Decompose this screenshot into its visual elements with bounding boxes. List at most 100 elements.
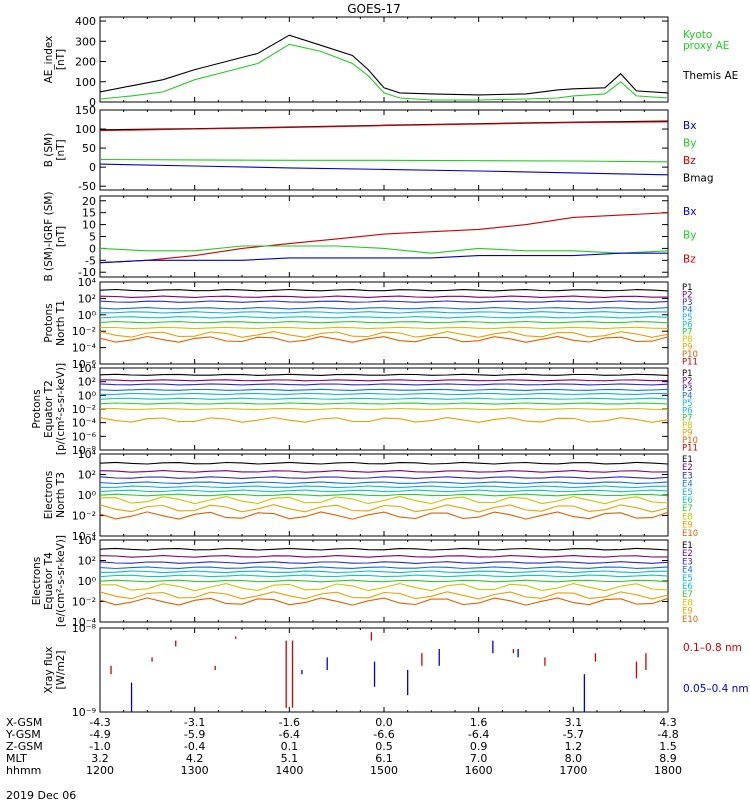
tick-value: -3.1 (184, 716, 205, 729)
legend-label: P4 (682, 391, 693, 401)
legend-label: E9 (682, 521, 693, 531)
legend-label: P9 (682, 429, 693, 439)
legend-label: P10 (682, 436, 698, 446)
row-label: X-GSM (6, 716, 42, 729)
legend-label: P6 (682, 406, 693, 416)
channel-line (99, 597, 669, 606)
tick-value: 3.2 (91, 752, 109, 765)
y-tick-label: 400 (75, 15, 96, 28)
legend-label: P3 (682, 384, 693, 394)
channel-line (99, 392, 668, 396)
y-axis-label: [p/(cm²-s-sr-keV)] (55, 363, 67, 455)
channel-line (99, 481, 669, 485)
channel-line (99, 316, 669, 319)
legend-label: P5 (682, 399, 693, 409)
legend-label: 0.1–0.8 nm (683, 642, 742, 654)
y-tick-label: 10⁻⁶ (72, 430, 97, 443)
y-tick-label: 10⁻² (72, 403, 96, 416)
legend-label: E5 (682, 574, 693, 584)
y-tick-label: 10⁰ (78, 309, 97, 322)
y-tick-label: 10⁻² (72, 510, 96, 523)
y-tick-label: 0 (89, 242, 96, 255)
tick-value: 1600 (465, 764, 493, 777)
row-label: hhmm (6, 764, 41, 777)
tick-value: 1800 (654, 764, 682, 777)
legend-label: P1 (682, 283, 693, 293)
legend-label: Themis AE (682, 70, 738, 82)
legend-label: E3 (682, 557, 693, 567)
tick-value: -0.4 (184, 740, 205, 753)
y-tick-label: 10² (78, 469, 96, 482)
series-line-by (99, 158, 669, 163)
channel-line (99, 300, 669, 303)
series-line-bz (99, 212, 669, 264)
legend-label: E10 (682, 529, 698, 539)
tick-value: 1400 (275, 764, 303, 777)
legend-label: P4 (682, 305, 693, 315)
tick-value: 1.2 (565, 740, 583, 753)
legend-label: Bmag (683, 173, 714, 185)
tick-value: -1.6 (279, 716, 300, 729)
y-tick-label: 10² (78, 292, 96, 305)
channel-line (99, 461, 669, 465)
y-tick-label: 10⁴ (78, 448, 97, 461)
legend-label: P2 (682, 290, 693, 300)
tick-value: -5.7 (563, 728, 584, 741)
legend-label: By (683, 138, 696, 150)
legend-label: P1 (682, 369, 693, 379)
x-axis-table: X-GSM -4.3 -3.1 -1.6 0.0 1.6 3.1 4.3 Y-GSM -4.9 -5… (5, 716, 682, 777)
legend-label: P9 (682, 343, 693, 353)
y-tick-label: 10⁴ (78, 534, 97, 547)
channel-line (99, 493, 669, 497)
legend-label: P11 (682, 444, 698, 454)
channel-line (99, 511, 669, 520)
date-label: 2019 Dec 06 (6, 789, 76, 800)
channel-line (99, 504, 669, 513)
y-tick-label: 200 (75, 56, 96, 69)
tick-value: 6.1 (375, 752, 393, 765)
legend-label: Kyoto (683, 29, 712, 41)
legend-label: E2 (682, 549, 693, 559)
y-axis-label: [nT] (55, 49, 67, 70)
series-line-bx (99, 252, 668, 264)
y-tick-label: 5 (89, 231, 96, 244)
legend-label: Bz (683, 155, 696, 167)
legend-label: P7 (682, 328, 693, 338)
y-axis-label: North T3 (55, 472, 67, 518)
legend-label: P8 (682, 421, 693, 431)
y-axis-label: Electrons (31, 557, 43, 606)
y-tick-label: 10⁴ (78, 362, 97, 375)
legend-label: Bz (683, 253, 696, 265)
channel-line (99, 566, 669, 570)
series-line-kyoto-proxy-ae (99, 43, 669, 101)
y-axis-label: Protons (43, 303, 55, 342)
panel-pn: 10⁻⁶ 10⁻⁴ 10⁻² 10⁰ 10² 10⁴ Protons North T1 P1P2… (43, 276, 698, 371)
y-tick-label: 10⁻² (72, 325, 96, 338)
channel-line (100, 326, 669, 330)
panel-frame (99, 195, 669, 278)
legend-label: P5 (682, 313, 693, 323)
channel-line (99, 495, 669, 505)
y-tick-label: 10⁻² (72, 596, 96, 609)
tick-value: 7.0 (470, 752, 488, 765)
tick-value: -4.8 (657, 728, 678, 741)
legend-label: P3 (682, 298, 693, 308)
y-tick-label: 10⁰ (78, 489, 97, 502)
y-tick-label: 100 (75, 76, 96, 89)
y-tick-label: -10 (78, 266, 96, 279)
panel-xray: 10⁻⁹ 10⁻⁸ Xray flux [W/m2] 0.1–0.8 nm 0.05–0.… (43, 622, 749, 719)
y-axis-label: Xray flux (43, 647, 55, 694)
y-tick-label: 10² (78, 555, 96, 568)
y-tick-label: 10⁴ (78, 276, 97, 289)
tick-value: -4.3 (89, 716, 110, 729)
channel-line (99, 331, 669, 338)
tick-value: 1.6 (470, 716, 488, 729)
y-tick-label: 100 (75, 123, 96, 136)
tick-value: 0.5 (375, 740, 393, 753)
legend-label: Bx (683, 206, 696, 218)
